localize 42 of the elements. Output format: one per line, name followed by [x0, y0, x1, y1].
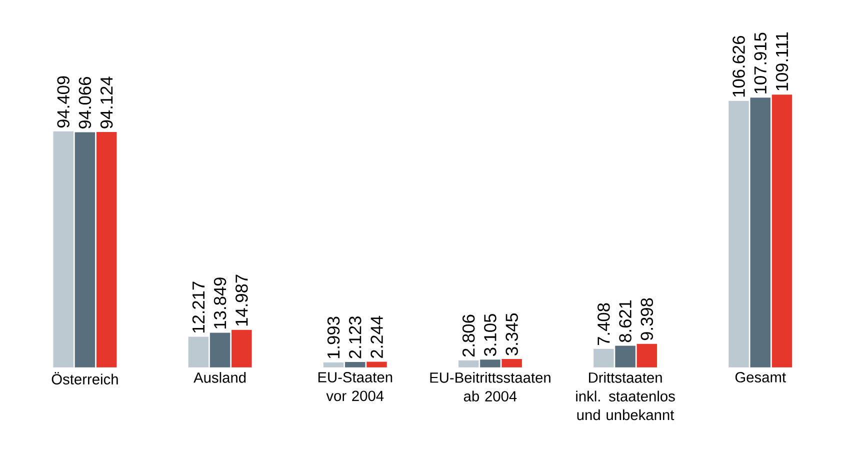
data-label: 109.111: [776, 32, 788, 90]
data-label: 106.626: [732, 36, 745, 97]
data-label: 3.345: [506, 313, 518, 356]
data-label: 14.987: [236, 274, 248, 326]
bar: [480, 360, 500, 368]
bar: [502, 358, 522, 368]
data-label: 94.066: [78, 77, 92, 128]
data-label: 94.124: [100, 76, 113, 128]
data-label: 8.621: [619, 300, 632, 342]
bar: [188, 336, 209, 368]
x-tick-label: Gesamt: [735, 372, 786, 382]
bar: [366, 362, 387, 368]
bar: [53, 131, 74, 368]
bar: [74, 132, 96, 368]
data-label: 1.993: [327, 316, 340, 358]
bar: [772, 94, 792, 368]
data-label: 7.408: [598, 303, 610, 345]
bar: [232, 330, 252, 368]
x-tick-label: EU-Staaten vor 2004: [318, 372, 392, 402]
bar: [750, 98, 771, 368]
data-label: 107.915: [754, 32, 767, 94]
bar: [594, 348, 614, 368]
bar: [210, 332, 230, 368]
data-label: 94.409: [57, 76, 70, 128]
data-label: 2.806: [462, 314, 475, 357]
bar: [728, 100, 749, 368]
bar: [458, 360, 479, 368]
bar: [615, 346, 636, 368]
x-tick-label: Drittstaaten inkl. staatenlos und unbekannt: [576, 372, 675, 420]
data-label: 12.217: [192, 282, 204, 333]
bar: [636, 344, 658, 368]
x-tick-label: Österreich: [52, 372, 118, 384]
data-label: 2.123: [348, 316, 362, 358]
data-label: 9.398: [640, 298, 654, 340]
x-tick-label: EU-Beitrittsstaaten ab 2004: [430, 372, 550, 402]
data-label: 3.105: [484, 314, 496, 356]
x-tick-label: Ausland: [194, 372, 246, 383]
data-label: 13.849: [214, 278, 226, 328]
bar: [345, 362, 366, 368]
bar: [96, 132, 117, 368]
bar: [323, 362, 344, 368]
data-label: 2.244: [370, 316, 383, 358]
